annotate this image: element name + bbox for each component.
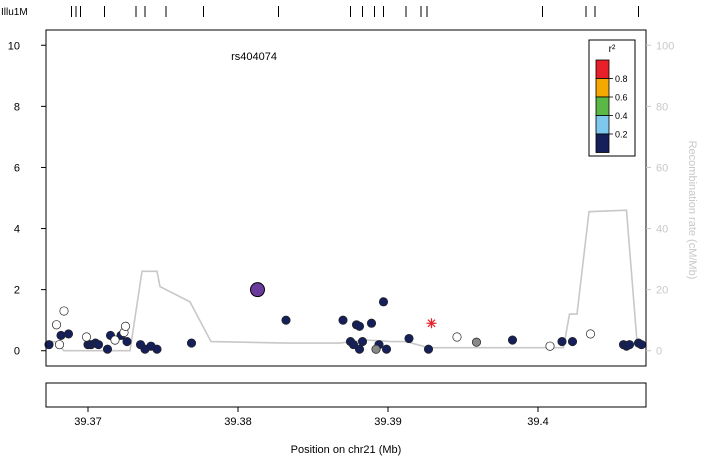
data-point: [378, 297, 389, 307]
data-point: [44, 340, 54, 350]
y-axis-right-label: Recombination rate (cM/Mb): [686, 141, 698, 280]
data-point: [357, 337, 368, 347]
legend-label: 0.2: [615, 130, 628, 140]
data-point: [93, 340, 104, 350]
y2-tick-label: 100: [656, 40, 674, 52]
data-point: [54, 340, 65, 350]
y-tick-label: 10: [8, 40, 20, 52]
data-point: [354, 321, 365, 331]
data-point: [452, 332, 462, 342]
y-axis-right: 0 20 40 60 80 100: [646, 40, 674, 358]
data-point: [507, 335, 518, 345]
y-tick-label: 6: [14, 162, 20, 174]
data-point: [338, 315, 348, 325]
y-tick-label: 4: [14, 224, 20, 236]
index-snp-label-group: rs404074: [231, 51, 277, 63]
recombination-rate-line: [46, 209, 647, 352]
data-point: [371, 344, 381, 354]
asterisk-stroke: [427, 319, 436, 328]
data-point: [81, 332, 92, 342]
data-point: [348, 340, 359, 350]
data-point: [636, 340, 647, 350]
y-tick-label: 8: [14, 101, 20, 113]
data-point: [423, 344, 434, 354]
y2-tick-label: 40: [656, 224, 668, 236]
legend-swatch: [595, 133, 610, 153]
data-point: [63, 329, 74, 339]
x-axis-label: Position on chr21 (Mb): [291, 444, 402, 456]
legend-swatch: [595, 59, 610, 79]
data-point: [59, 306, 69, 316]
data-point: [557, 337, 567, 347]
snp-track: Illu1M: [1, 6, 639, 18]
index-snp-label: rs404074: [231, 51, 277, 63]
legend-swatch: [595, 78, 610, 98]
legend-label: 0.6: [615, 93, 628, 103]
legend-swatch: [595, 96, 610, 116]
legend-label: 0.8: [615, 74, 628, 84]
y-axis-left: 0 2 4 6 8 10: [8, 40, 46, 358]
data-point: [152, 344, 162, 354]
gene-panel-frame: [45, 382, 647, 408]
data-point: [404, 333, 414, 344]
data-points-layer: [44, 282, 647, 354]
y2-tick-label: 20: [656, 285, 668, 297]
data-point: [110, 335, 120, 345]
recombination-rate-layer: [46, 209, 647, 352]
snp-track-label: Illu1M: [1, 7, 28, 18]
data-point: [120, 321, 131, 331]
data-point: [545, 341, 555, 351]
data-point: [567, 337, 578, 347]
y2-tick-label: 60: [656, 162, 668, 174]
y2-tick-label: 0: [656, 346, 662, 358]
data-point: [186, 338, 197, 348]
x-tick-label: 39.39: [374, 416, 402, 428]
x-axis: 39.37 39.38 39.39 39.4: [74, 407, 549, 428]
data-point: [624, 340, 635, 350]
index-snp-point: [250, 282, 265, 298]
legend: r² 0.8 0.6 0.4 0.2: [588, 39, 636, 157]
legend-swatch: [595, 115, 610, 135]
x-tick-label: 39.4: [527, 416, 548, 428]
y-tick-label: 2: [14, 285, 20, 297]
data-point: [354, 344, 365, 354]
plot-frame: [45, 29, 647, 367]
y-tick-label: 0: [14, 346, 20, 358]
asterisk-point: [426, 318, 437, 329]
data-point: [281, 315, 291, 325]
data-point: [366, 318, 377, 328]
y2-tick-label: 80: [656, 101, 668, 113]
legend-label: 0.4: [615, 111, 628, 121]
data-point: [122, 337, 132, 347]
data-point: [585, 329, 596, 339]
data-point: [381, 344, 392, 354]
data-point: [51, 320, 62, 330]
legend-title: r²: [609, 44, 616, 55]
x-tick-label: 39.38: [224, 416, 252, 428]
x-tick-label: 39.37: [74, 416, 102, 428]
data-point: [102, 344, 113, 354]
data-point: [56, 330, 66, 341]
data-point: [471, 337, 482, 347]
